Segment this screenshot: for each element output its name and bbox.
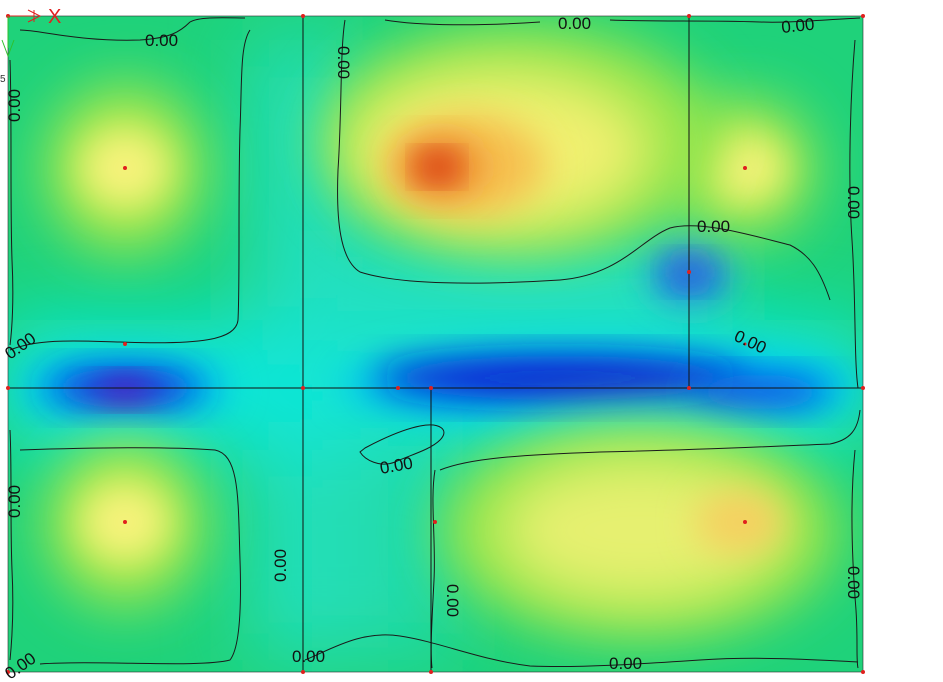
node[interactable] xyxy=(433,520,437,524)
contour-label: 0.00 xyxy=(844,186,863,219)
node[interactable] xyxy=(861,14,865,18)
positive-peaks xyxy=(45,25,840,640)
negative-band xyxy=(20,242,860,425)
node[interactable] xyxy=(6,386,10,390)
contour-label: 0.00 xyxy=(271,549,290,582)
contour-label: 0.00 xyxy=(697,217,730,236)
contour-label: 0.00 xyxy=(334,46,353,79)
x-axis-arrow-icon xyxy=(8,9,42,23)
contour-label: 0.00 xyxy=(443,584,462,617)
node[interactable] xyxy=(687,270,691,274)
node[interactable] xyxy=(743,520,747,524)
z-axis-label: 5 xyxy=(0,74,6,85)
y-axis-arrow-icon xyxy=(1,16,15,58)
nodes xyxy=(6,14,865,674)
plate-border xyxy=(7,15,864,673)
contour-lines xyxy=(9,17,861,669)
axis-indicator: X 5 xyxy=(0,6,61,85)
node[interactable] xyxy=(301,670,305,674)
contour-label: 0.00 xyxy=(558,14,591,33)
contour-label: 0.00 xyxy=(780,15,815,37)
contour-label: 0.00 xyxy=(5,89,24,122)
node[interactable] xyxy=(861,670,865,674)
node[interactable] xyxy=(6,670,10,674)
stress-field xyxy=(8,16,863,672)
contour-label: 0.00 xyxy=(145,31,178,50)
node[interactable] xyxy=(743,342,747,346)
node[interactable] xyxy=(396,386,400,390)
node[interactable] xyxy=(429,386,433,390)
contour-label: 0.00 xyxy=(609,654,642,673)
x-axis-label: X xyxy=(48,6,61,28)
node[interactable] xyxy=(301,386,305,390)
grid-lines xyxy=(7,15,864,673)
node[interactable] xyxy=(687,14,691,18)
contour-label: 0.00 xyxy=(844,566,863,599)
node[interactable] xyxy=(123,342,127,346)
node[interactable] xyxy=(743,166,747,170)
node[interactable] xyxy=(861,386,865,390)
contour-label: 0.00 xyxy=(292,647,325,666)
node[interactable] xyxy=(429,670,433,674)
node[interactable] xyxy=(123,520,127,524)
contour-label: 0.00 xyxy=(5,485,24,518)
node[interactable] xyxy=(123,166,127,170)
node[interactable] xyxy=(687,386,691,390)
node[interactable] xyxy=(301,14,305,18)
